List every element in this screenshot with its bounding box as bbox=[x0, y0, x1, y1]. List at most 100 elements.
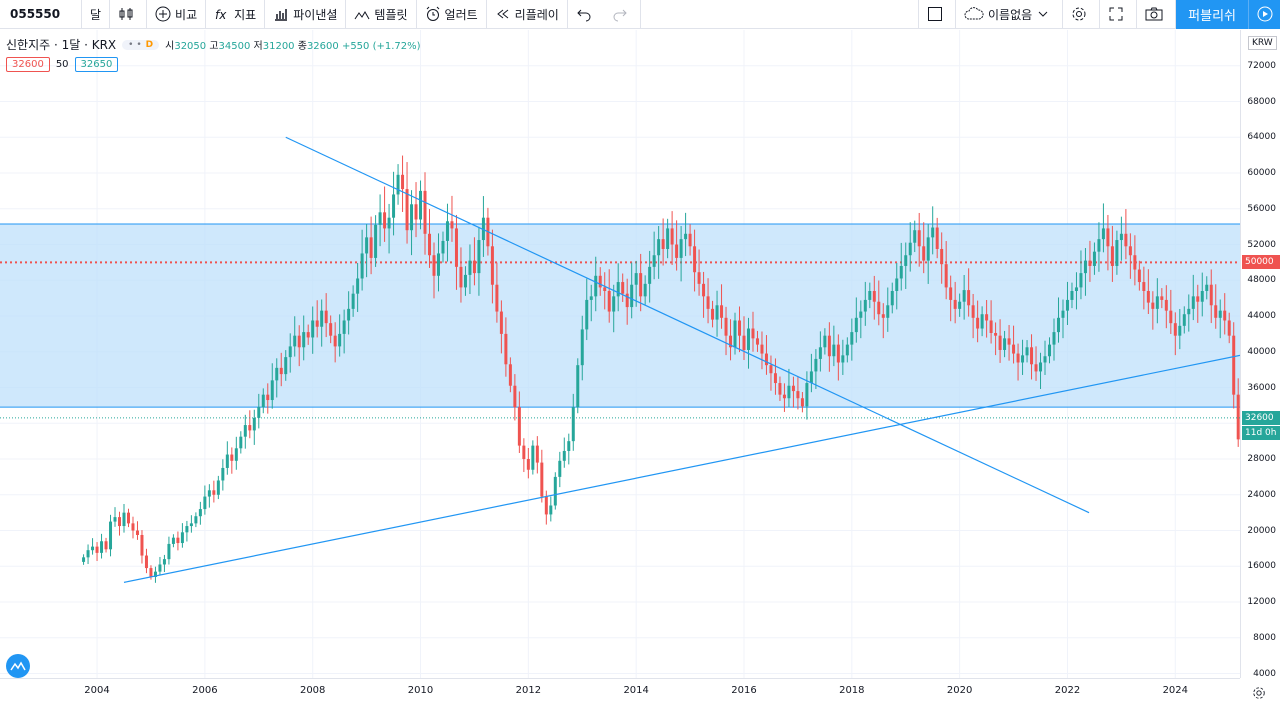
trendlines[interactable] bbox=[123, 136, 1240, 583]
compare-label: 비교 bbox=[175, 7, 198, 22]
rectangle-zone[interactable] bbox=[0, 223, 1240, 408]
replay-button[interactable]: 리플레이 bbox=[487, 0, 568, 29]
candle-body bbox=[203, 496, 207, 510]
symbol-search[interactable]: 055550 bbox=[0, 0, 82, 29]
candle-body bbox=[549, 505, 553, 515]
candle-body bbox=[985, 314, 989, 321]
legend-title[interactable]: 신한지주 · 1달 · KRX bbox=[6, 38, 117, 52]
expand-icon bbox=[1109, 7, 1123, 21]
candle-body bbox=[594, 275, 598, 297]
candle-body bbox=[666, 228, 670, 249]
alert-button[interactable]: 얼러트 bbox=[417, 0, 487, 29]
candle-body bbox=[684, 233, 688, 240]
candle-body bbox=[508, 364, 512, 386]
candle-body bbox=[949, 287, 953, 300]
price-chart[interactable] bbox=[0, 30, 1240, 678]
price-axis[interactable]: 4000800012000160002000024000280003200036… bbox=[1240, 30, 1280, 679]
layout-name-button[interactable]: 이름없음 bbox=[956, 0, 1064, 29]
candle-body bbox=[216, 480, 220, 495]
undo-button[interactable] bbox=[568, 0, 604, 29]
chart-type-button[interactable] bbox=[110, 0, 148, 29]
candle-body bbox=[315, 320, 319, 327]
bid-price[interactable]: 32600 bbox=[6, 57, 50, 72]
time-tick-label: 2006 bbox=[192, 685, 218, 696]
trendline bbox=[123, 354, 1240, 583]
candle-body bbox=[1133, 255, 1137, 270]
candle-body bbox=[571, 407, 575, 442]
ask-price[interactable]: 32650 bbox=[74, 57, 119, 72]
indicators-button[interactable]: fx 지표 bbox=[206, 0, 266, 29]
candle-body bbox=[279, 367, 283, 375]
candle-body bbox=[1097, 239, 1101, 252]
candle-body bbox=[401, 174, 405, 190]
candle-body bbox=[297, 335, 301, 348]
candle-body bbox=[293, 335, 297, 347]
candle-body bbox=[1056, 317, 1060, 333]
financials-button[interactable]: 파이낸셜 bbox=[265, 0, 347, 29]
candle-body bbox=[369, 237, 373, 258]
candle-body bbox=[1088, 260, 1092, 266]
price-tick-label: 16000 bbox=[1247, 561, 1276, 572]
candle-body bbox=[872, 290, 876, 302]
candle-body bbox=[189, 523, 193, 527]
interval-button[interactable]: 달 bbox=[82, 0, 111, 29]
price-tick-label: 48000 bbox=[1247, 275, 1276, 286]
price-tick-label: 52000 bbox=[1247, 239, 1276, 250]
candle-body bbox=[1155, 296, 1159, 309]
price-tick-label: 56000 bbox=[1247, 203, 1276, 214]
settings-button[interactable] bbox=[1063, 0, 1101, 29]
fullscreen-button[interactable] bbox=[1100, 0, 1138, 29]
price-tick-label: 68000 bbox=[1247, 96, 1276, 107]
candle-body bbox=[1115, 240, 1119, 266]
bar-chart-icon bbox=[275, 9, 288, 21]
candle-body bbox=[1169, 310, 1173, 324]
currency-label[interactable]: KRW bbox=[1248, 36, 1277, 50]
redo-button[interactable] bbox=[604, 0, 641, 29]
candle-body bbox=[490, 246, 494, 285]
time-tick-label: 2024 bbox=[1162, 685, 1189, 696]
candle-body bbox=[908, 242, 912, 256]
candle-body bbox=[612, 296, 616, 312]
compare-button[interactable]: 비교 bbox=[147, 0, 207, 29]
candle-body bbox=[477, 240, 481, 274]
candle-body bbox=[652, 255, 656, 267]
candle-body bbox=[621, 282, 625, 294]
tradingview-logo[interactable] bbox=[6, 654, 30, 678]
play-circle-icon bbox=[1257, 6, 1272, 22]
candle-body bbox=[1065, 299, 1069, 311]
publish-button[interactable]: 퍼블리쉬 bbox=[1176, 0, 1248, 29]
candle-body bbox=[1196, 296, 1200, 302]
candle-body bbox=[288, 346, 292, 358]
candle-body bbox=[868, 290, 872, 300]
candle-body bbox=[580, 329, 584, 366]
price-tick-label: 24000 bbox=[1247, 489, 1276, 500]
candle-body bbox=[814, 358, 818, 372]
camera-icon bbox=[1145, 7, 1163, 21]
candle-body bbox=[135, 530, 139, 535]
bar-countdown-tag: 11d 0h bbox=[1242, 425, 1280, 440]
candle-body bbox=[980, 314, 984, 329]
fullscreen-layout-button[interactable] bbox=[917, 0, 956, 29]
time-tick-label: 2022 bbox=[1054, 685, 1081, 696]
time-axis[interactable]: 2004 2006 2008 2010 2012 2014 2016 2018 2020 2022… bbox=[0, 678, 1240, 702]
candle-body bbox=[1070, 290, 1074, 300]
symbol-legend: 신한지주 · 1달 · KRX • • D 시32050 고34500 저3120… bbox=[6, 36, 421, 53]
time-tick-label: 2018 bbox=[839, 685, 865, 696]
candle-body bbox=[751, 328, 755, 339]
candle-body bbox=[1227, 320, 1231, 336]
candle-body bbox=[1146, 290, 1150, 303]
candle-body bbox=[266, 394, 270, 401]
candle-body bbox=[113, 517, 117, 522]
candle-body bbox=[495, 284, 499, 312]
candle-body bbox=[131, 523, 135, 531]
axis-settings-gear-icon[interactable] bbox=[1252, 686, 1266, 700]
candles-icon bbox=[119, 8, 133, 20]
templates-button[interactable]: 템플릿 bbox=[346, 0, 417, 29]
candle-body bbox=[895, 278, 899, 291]
candle-body bbox=[1003, 338, 1007, 350]
candle-body bbox=[270, 380, 274, 401]
snapshot-button[interactable] bbox=[1137, 0, 1177, 29]
candle-body bbox=[356, 278, 360, 294]
candle-body bbox=[922, 246, 926, 261]
publish-dropdown-button[interactable] bbox=[1248, 0, 1280, 29]
